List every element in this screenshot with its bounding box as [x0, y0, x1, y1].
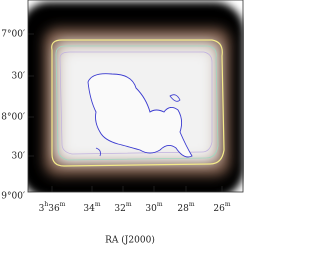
x-tick-label-part: 34 — [83, 204, 95, 214]
x-tick-label-part: m — [60, 201, 66, 208]
x-tick-label-part: 36 — [48, 204, 60, 214]
x-tick-label-part: 30 — [145, 204, 157, 214]
x-tick-label-part: m — [95, 201, 101, 208]
y-tick-label: 30′ — [12, 72, 26, 82]
x-tick-label-part: 28 — [177, 204, 189, 214]
sky-image — [28, 0, 244, 192]
y-tick-label: 30′ — [12, 152, 26, 162]
x-tick-label-part: 32 — [114, 204, 125, 214]
x-tick-label: 30m — [145, 201, 162, 214]
y-tick-label: 8°00′ — [1, 113, 25, 123]
x-axis-label: RA (J2000) — [105, 235, 155, 246]
frame — [27, 0, 244, 193]
x-tick-label-part: h — [44, 201, 48, 208]
x-tick-label-part: m — [225, 201, 231, 208]
y-tick-label: 9°00′ — [1, 192, 25, 202]
x-tick-label-part: m — [126, 201, 132, 208]
x-tick-label-part: m — [189, 201, 195, 208]
y-tick-label: 7°00′ — [1, 30, 25, 40]
x-tick-label-part: 3 — [39, 204, 45, 214]
x-tick-label-part: m — [157, 201, 163, 208]
x-tick-label: 26m — [213, 201, 230, 214]
x-tick-label: 34m — [83, 201, 100, 214]
figure: RA (J2000) 3h36m 34m 32m 30m 28m 26m7°00′30′8… — [1, 0, 244, 246]
x-tick-label-part: 26 — [213, 204, 225, 214]
x-tick-label: 32m — [114, 201, 131, 214]
x-tick-label: 28m — [177, 201, 194, 214]
x-tick-label: 3h36m — [39, 201, 66, 214]
